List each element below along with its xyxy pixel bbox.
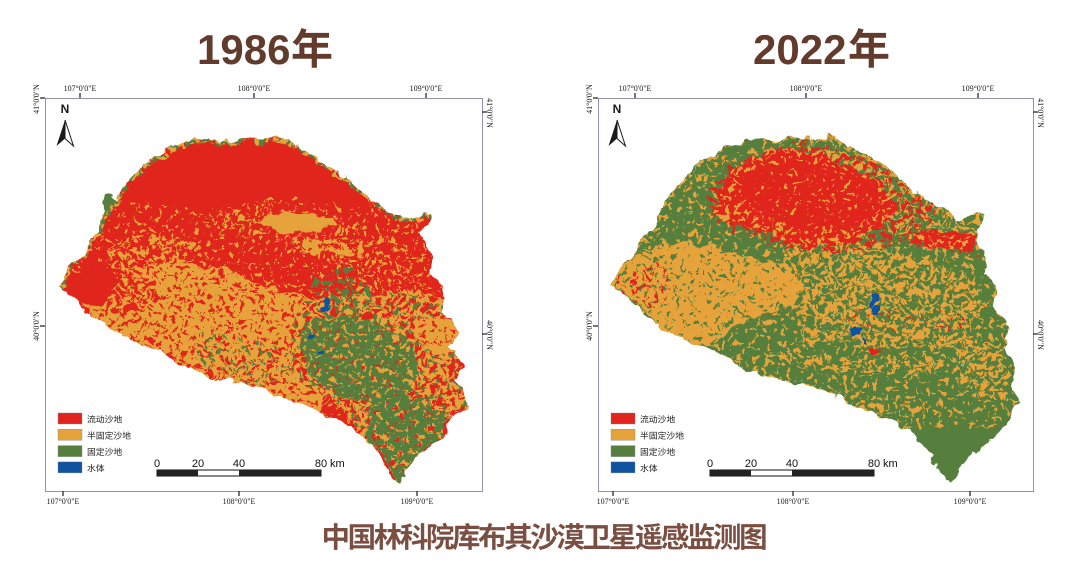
svg-text:0: 0: [154, 458, 160, 470]
svg-text:20: 20: [745, 458, 757, 470]
svg-text:108°0'0"E: 108°0'0"E: [223, 497, 256, 506]
svg-text:40°0'0"N: 40°0'0"N: [1036, 320, 1045, 350]
svg-text:108°0'0"E: 108°0'0"E: [238, 84, 271, 93]
svg-text:N: N: [61, 102, 70, 116]
svg-text:40°0'0"N: 40°0'0"N: [32, 311, 41, 341]
svg-text:20: 20: [192, 458, 204, 470]
svg-text:108°0'0"E: 108°0'0"E: [790, 84, 823, 93]
svg-text:km: km: [330, 458, 345, 470]
svg-text:107°0'0"E: 107°0'0"E: [597, 497, 630, 506]
svg-text:40: 40: [233, 458, 245, 470]
svg-text:41°0'0"N: 41°0'0"N: [32, 84, 41, 114]
svg-text:1986: 1986: [197, 26, 290, 73]
svg-text:41°0'0"N: 41°0'0"N: [585, 84, 594, 114]
svg-text:km: km: [883, 458, 898, 470]
svg-text:40°0'0"N: 40°0'0"N: [585, 311, 594, 341]
svg-text:109°0'0"E: 109°0'0"E: [962, 84, 995, 93]
svg-text:107°0'0"E: 107°0'0"E: [64, 84, 97, 93]
svg-text:N: N: [613, 102, 622, 116]
svg-text:41°0'0"N: 41°0'0"N: [1036, 98, 1045, 128]
svg-text:80: 80: [315, 458, 327, 470]
svg-text:2022: 2022: [753, 26, 846, 73]
svg-text:109°0'0"E: 109°0'0"E: [401, 497, 434, 506]
svg-text:40: 40: [786, 458, 798, 470]
svg-text:108°0'0"E: 108°0'0"E: [777, 497, 810, 506]
svg-text:109°0'0"E: 109°0'0"E: [410, 84, 443, 93]
svg-text:0: 0: [707, 458, 713, 470]
svg-text:40°0'0"N: 40°0'0"N: [485, 320, 494, 350]
svg-text:107°0'0"E: 107°0'0"E: [619, 84, 652, 93]
svg-text:80: 80: [868, 458, 880, 470]
svg-text:109°0'0"E: 109°0'0"E: [954, 497, 987, 506]
svg-text:107°0'0"E: 107°0'0"E: [47, 497, 80, 506]
svg-text:41°0'0"N: 41°0'0"N: [485, 98, 494, 128]
